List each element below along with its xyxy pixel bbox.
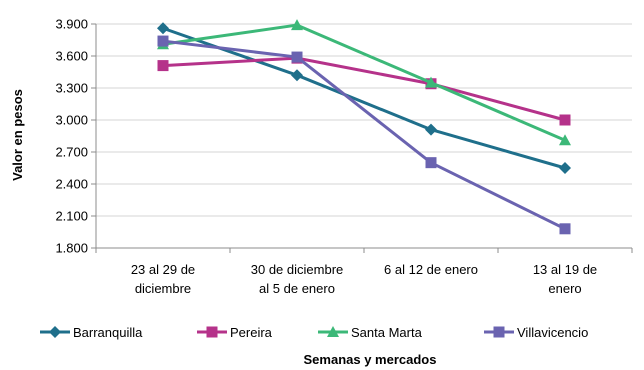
y-tick-label: 2.700 [55,145,88,160]
legend-entry: Villavicencio [484,325,588,340]
x-category-label: 23 al 29 de diciembre [131,262,195,296]
y-tick-label: 3.600 [55,49,88,64]
series-santa-marta [157,19,571,146]
y-tick-labels: 1.800 2.100 2.400 2.700 3.000 3.300 3.600 3.900 [55,17,88,256]
x-category-label: 13 al 19 de enero [533,262,597,296]
series-lines [157,19,571,235]
data-point [157,22,169,35]
axes [91,23,633,253]
data-point [291,69,303,82]
y-tick-label: 2.100 [55,209,88,224]
legend-label: Pereira [230,325,273,340]
data-point [291,19,303,31]
legend-marker [327,326,339,337]
series-line [162,26,566,170]
data-point [425,157,437,169]
x-category-labels: 23 al 29 de diciembre 30 de diciembre al 5 … [131,262,597,296]
x-category-label: 6 al 12 de enero [384,262,478,277]
legend-marker [493,326,505,338]
y-tick-label: 3.300 [55,81,88,96]
legend: Barranquilla Pereira Santa Marta Villavicen… [40,325,588,340]
y-tick-label: 3.900 [55,17,88,32]
y-tick-label: 3.000 [55,113,88,128]
series-barranquilla [157,22,571,174]
series-line [162,39,566,231]
data-point [559,134,571,146]
series-line [162,56,566,122]
legend-entry: Pereira [197,325,273,340]
x-axis-title: Semanas y mercados [304,352,437,367]
y-axis-title: Valor en pesos [10,89,25,181]
data-point [425,76,437,88]
legend-marker [49,326,61,338]
data-point [559,162,571,174]
legend-entry: Santa Marta [318,325,423,340]
y-tick-label: 2.400 [55,177,88,192]
legend-label: Barranquilla [73,325,143,340]
series-line [162,23,566,142]
data-point [157,60,169,72]
legend-label: Villavicencio [517,325,588,340]
series-villavicencio [157,35,571,235]
data-point [291,51,303,63]
y-tick-label: 1.800 [55,241,88,256]
grid-lines [96,23,632,217]
x-category-label: 30 de diciembre al 5 de enero [251,262,344,296]
data-point [559,223,571,235]
data-point [157,35,169,47]
legend-label: Santa Marta [351,325,423,340]
data-point [559,114,571,126]
legend-marker [206,326,218,338]
legend-entry: Barranquilla [40,325,143,340]
data-point [425,123,437,136]
